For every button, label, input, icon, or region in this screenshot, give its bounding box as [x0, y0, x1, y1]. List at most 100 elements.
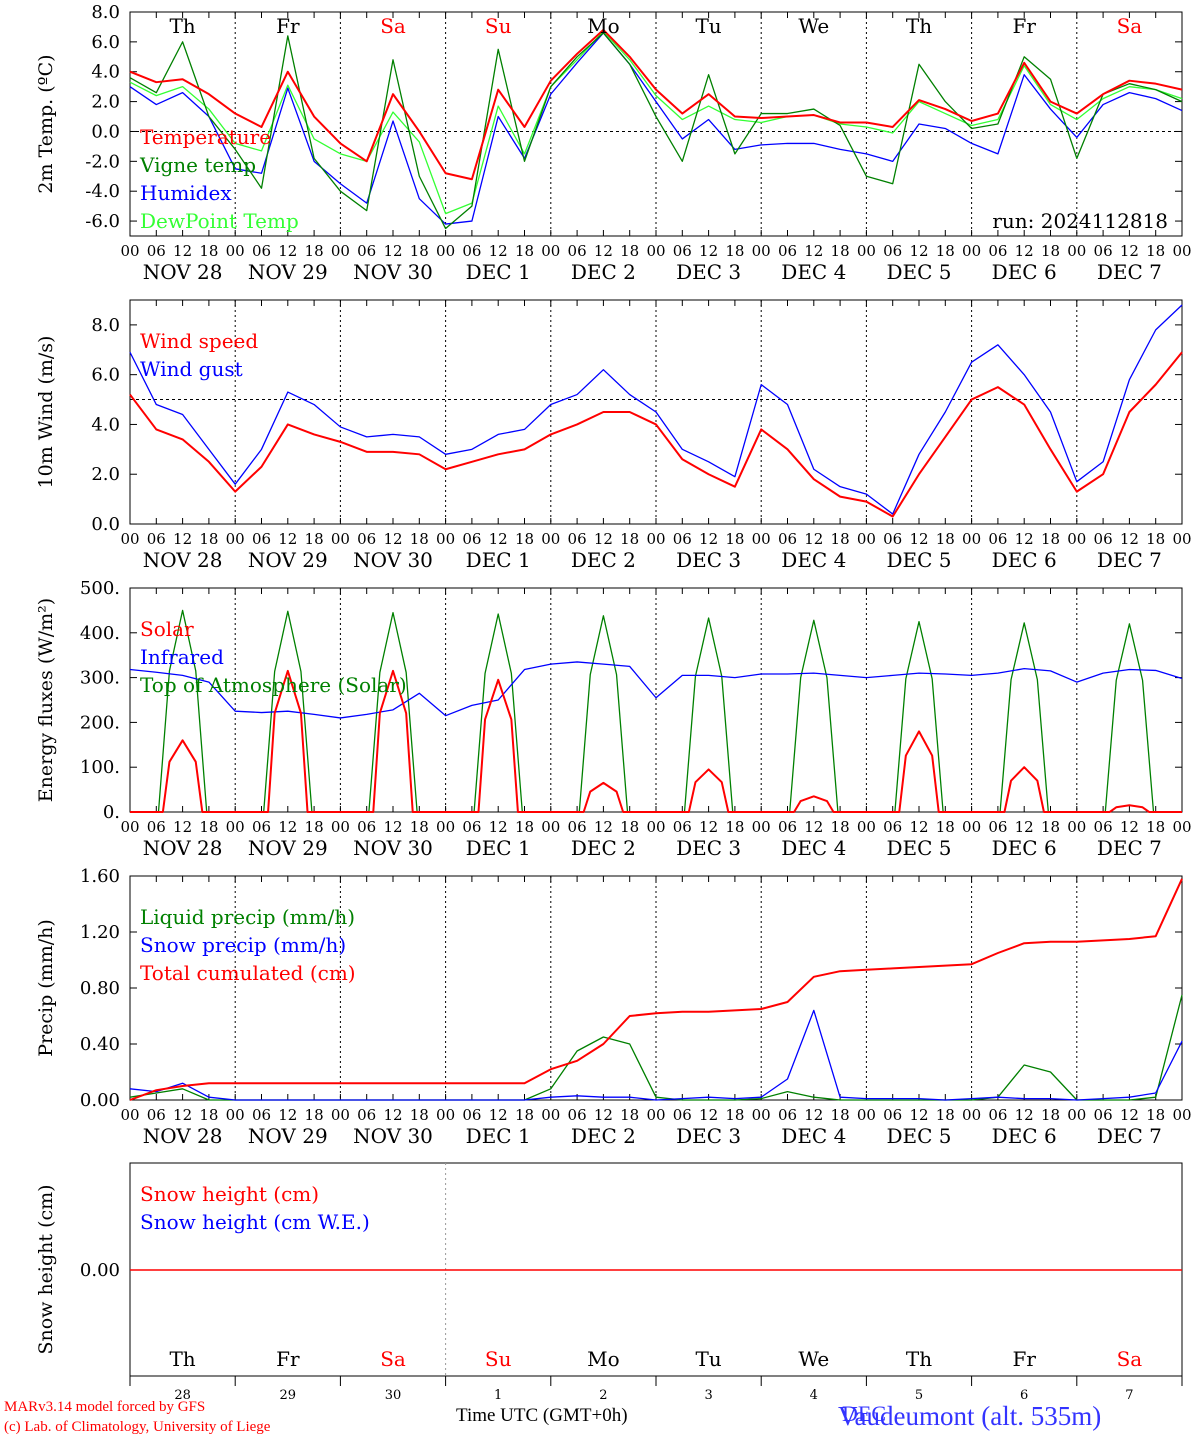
hour-tick-label: 12 — [383, 242, 402, 260]
hour-tick-label: 12 — [278, 530, 297, 548]
hour-tick-label: 12 — [804, 818, 823, 836]
precip-series-line — [129, 878, 1183, 1101]
date-label: DEC 3 — [676, 548, 741, 572]
day-number-label: 4 — [810, 1388, 818, 1403]
hour-tick-label: 06 — [252, 242, 271, 260]
wind-legend-entry: Wind gust — [140, 357, 243, 381]
snow-legend-entry: Snow height (cm W.E.) — [140, 1210, 370, 1234]
date-label: DEC 5 — [886, 836, 951, 860]
weekday-label: Tu — [695, 1347, 721, 1371]
hour-tick-label: 00 — [1067, 242, 1086, 260]
hour-tick-label: 18 — [1146, 818, 1165, 836]
hour-tick-label: 00 — [541, 242, 560, 260]
date-label: DEC 5 — [886, 548, 951, 572]
hour-tick-label: 18 — [305, 242, 324, 260]
hour-tick-label: 06 — [252, 530, 271, 548]
hour-tick-label: 00 — [331, 818, 350, 836]
hour-tick-label: 18 — [936, 242, 955, 260]
hour-tick-label: 12 — [278, 818, 297, 836]
hour-tick-label: 18 — [1041, 530, 1060, 548]
hour-tick-label: 18 — [515, 818, 534, 836]
weekday-label: Mo — [587, 14, 620, 38]
hour-tick-label: 18 — [199, 818, 218, 836]
hour-tick-label: 06 — [1094, 1106, 1113, 1124]
hour-tick-label: 18 — [305, 818, 324, 836]
hour-tick-label: 12 — [1120, 818, 1139, 836]
hour-tick-label: 12 — [1015, 818, 1034, 836]
hour-tick-label: 12 — [699, 1106, 718, 1124]
hour-tick-label: 06 — [462, 530, 481, 548]
hour-tick-label: 06 — [883, 242, 902, 260]
date-label: DEC 7 — [1097, 548, 1162, 572]
hour-tick-label: 00 — [436, 530, 455, 548]
y-tick-label: 0.0 — [91, 121, 120, 142]
hour-tick-label: 06 — [1094, 530, 1113, 548]
date-label: NOV 30 — [353, 548, 433, 572]
hour-tick-label: 12 — [1015, 530, 1034, 548]
hour-tick-label: 12 — [909, 530, 928, 548]
date-label: NOV 30 — [353, 836, 433, 860]
hour-tick-label: 18 — [515, 1106, 534, 1124]
hour-tick-label: 00 — [646, 530, 665, 548]
hour-tick-label: 00 — [962, 530, 981, 548]
hour-tick-label: 00 — [226, 818, 245, 836]
hour-tick-label: 18 — [620, 242, 639, 260]
day-number-label: 7 — [1125, 1388, 1133, 1403]
hour-tick-label: 12 — [594, 530, 613, 548]
hour-tick-label: 12 — [909, 242, 928, 260]
temperature-legend-entry: Temperature — [140, 125, 271, 149]
y-tick-label: 300. — [80, 668, 120, 689]
infrared-line — [129, 661, 1183, 719]
station-title: Vaudeumont (alt. 535m) — [838, 1401, 1102, 1431]
hour-tick-label: 18 — [831, 242, 850, 260]
hour-tick-label: 18 — [1146, 530, 1165, 548]
hour-tick-label: 12 — [804, 242, 823, 260]
hour-tick-label: 12 — [489, 818, 508, 836]
y-tick-label: 100. — [80, 757, 120, 778]
hour-tick-label: 00 — [541, 1106, 560, 1124]
hour-tick-label: 00 — [120, 530, 139, 548]
hour-tick-label: 12 — [1015, 1106, 1034, 1124]
date-label: DEC 4 — [781, 548, 846, 572]
precip-series-line — [129, 1009, 1183, 1101]
temperature-series-line — [129, 28, 1183, 181]
hour-tick-label: 18 — [410, 530, 429, 548]
hour-tick-label: 18 — [410, 818, 429, 836]
hour-tick-label: 06 — [673, 1106, 692, 1124]
hour-tick-label: 00 — [752, 242, 771, 260]
hour-tick-label: 06 — [568, 242, 587, 260]
date-label: DEC 4 — [781, 836, 846, 860]
hour-tick-label: 00 — [541, 530, 560, 548]
wind-series-line — [129, 351, 1183, 518]
hour-tick-label: 18 — [725, 1106, 744, 1124]
hour-tick-label: 12 — [594, 818, 613, 836]
date-label: DEC 5 — [886, 1124, 951, 1148]
date-label: DEC 4 — [781, 1124, 846, 1148]
hour-tick-label: 12 — [173, 818, 192, 836]
overlapped-date-label: DEC — [842, 1401, 886, 1426]
energy-legend-entry: Top of Atmosphere (Solar) — [140, 673, 407, 697]
hour-tick-label: 06 — [673, 242, 692, 260]
y-tick-label: -2.0 — [85, 151, 120, 172]
weekday-label: Th — [906, 14, 932, 38]
hour-tick-label: 00 — [1067, 530, 1086, 548]
hour-tick-label: 06 — [988, 1106, 1007, 1124]
date-label: DEC 1 — [466, 548, 531, 572]
day-number-label: 1 — [494, 1388, 502, 1403]
date-label: DEC 6 — [992, 548, 1057, 572]
hour-tick-label: 12 — [1120, 242, 1139, 260]
hour-tick-label: 12 — [278, 1106, 297, 1124]
hour-tick-label: 06 — [568, 1106, 587, 1124]
temperature-y-label: 2m Temp. (ºC) — [35, 54, 57, 193]
hour-tick-label: 06 — [357, 242, 376, 260]
hour-tick-label: 12 — [699, 818, 718, 836]
hour-tick-label: 06 — [357, 818, 376, 836]
hour-tick-label: 12 — [173, 530, 192, 548]
date-label: DEC 1 — [466, 836, 531, 860]
y-tick-label: 2.0 — [91, 92, 120, 113]
hour-tick-label: 00 — [226, 1106, 245, 1124]
hour-tick-label: 18 — [1041, 242, 1060, 260]
hour-tick-label: 12 — [489, 530, 508, 548]
hour-tick-label: 12 — [383, 818, 402, 836]
date-label: NOV 29 — [248, 836, 328, 860]
